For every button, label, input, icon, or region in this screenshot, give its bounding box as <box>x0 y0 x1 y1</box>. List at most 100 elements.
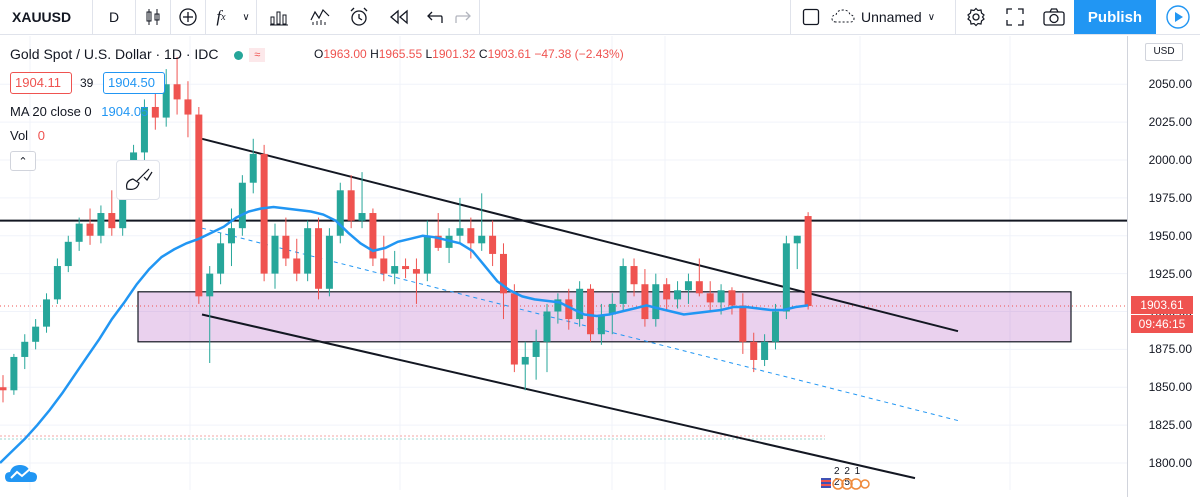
collapse-legend-button[interactable]: ⌃ <box>10 151 36 171</box>
candle-body <box>293 258 301 274</box>
bar-chart-icon[interactable] <box>257 0 301 34</box>
ma-label: MA 20 close 0 <box>10 104 92 119</box>
high-value: 1965.55 <box>378 47 423 61</box>
vol-label: Vol <box>10 128 29 143</box>
indicator-icon[interactable] <box>301 0 339 34</box>
candle-body <box>206 273 214 297</box>
settings-icon[interactable] <box>956 0 996 34</box>
candle-body <box>771 311 779 342</box>
low-value: 1901.32 <box>432 47 476 61</box>
last-price-tag: 1903.61 <box>1131 296 1193 314</box>
price-chart[interactable] <box>0 35 1200 497</box>
toolbar-divider <box>92 0 93 34</box>
flag-icon <box>821 478 870 490</box>
interval-button[interactable]: D <box>108 9 120 25</box>
price-axis-label: 1975.00 <box>1148 190 1192 205</box>
trend-line-upper <box>201 137 959 333</box>
candle-body <box>304 228 312 274</box>
brush-icon <box>126 168 153 190</box>
candle-body <box>315 228 323 289</box>
replay-icon[interactable] <box>379 0 419 34</box>
candle-body <box>21 341 29 357</box>
change-value: −47.38 (−2.43%) <box>534 47 624 61</box>
spread-value: 39 <box>80 76 94 90</box>
candle-body <box>75 223 83 242</box>
play-icon[interactable] <box>1156 0 1200 34</box>
buy-price-box[interactable]: 1904.50 <box>103 72 165 94</box>
candle-body <box>369 213 377 259</box>
redo-icon[interactable] <box>449 0 479 34</box>
sell-price-box[interactable]: 1904.11 <box>10 72 72 94</box>
candle-body <box>195 114 203 297</box>
tradingview-logo <box>5 465 37 482</box>
candle-body <box>402 266 410 270</box>
toolbar-divider <box>256 0 257 34</box>
chevron-down-icon: ∨ <box>927 11 936 23</box>
price-axis-label: 2025.00 <box>1148 115 1192 130</box>
candle-body <box>663 284 671 300</box>
ma-value: 1904.05 <box>101 104 149 119</box>
candle-body <box>32 326 40 342</box>
candle-body <box>412 269 420 274</box>
candle-body <box>260 153 268 274</box>
candle-body <box>140 106 148 153</box>
toolbar-divider <box>479 0 480 34</box>
candle-body <box>587 288 595 335</box>
price-axis-label: 1825.00 <box>1148 418 1192 433</box>
price-axis-label: 1800.00 <box>1148 456 1192 470</box>
price-axis-label: 1925.00 <box>1148 266 1192 281</box>
candle-body <box>162 84 170 118</box>
candle-body <box>674 290 682 300</box>
volume-indicator-legend[interactable]: Vol 0 <box>10 128 45 143</box>
symbol-description: Gold Spot / U.S. Dollar · 1D · IDC <box>10 46 219 62</box>
symbol-search[interactable]: XAUUSD <box>12 9 72 25</box>
candle-body <box>597 314 605 335</box>
toolbar-divider <box>955 0 956 34</box>
candle-body <box>97 213 105 236</box>
candle-body <box>43 299 51 327</box>
alert-icon[interactable] <box>339 0 379 34</box>
candle-body <box>380 258 388 274</box>
add-icon[interactable] <box>171 0 205 34</box>
chevron-down-icon[interactable]: ∨ <box>242 11 250 23</box>
candle-body <box>706 293 714 303</box>
currency-label[interactable]: USD <box>1145 43 1183 61</box>
publish-button[interactable]: Publish <box>1074 0 1156 34</box>
open-value: 1963.00 <box>323 47 367 61</box>
drawing-tool-popup[interactable] <box>116 160 160 200</box>
candle-body <box>630 266 638 285</box>
candle-body <box>423 235 431 274</box>
square-icon[interactable] <box>791 0 831 34</box>
candle-body <box>641 284 649 320</box>
fullscreen-icon[interactable] <box>996 0 1034 34</box>
candle-body <box>325 235 333 289</box>
candle-body <box>53 266 61 300</box>
delayed-data-icon: ≈ <box>249 48 266 63</box>
toolbar-divider <box>790 0 791 34</box>
candles-icon[interactable] <box>136 0 170 34</box>
camera-icon[interactable] <box>1034 0 1074 34</box>
candle-body <box>86 223 94 236</box>
candle-body <box>249 153 257 183</box>
candle-body <box>271 235 279 274</box>
ma20-line <box>0 205 809 464</box>
candle-body <box>652 284 660 320</box>
toolbar-divider <box>170 0 171 34</box>
price-axis-label: 2050.00 <box>1148 77 1192 92</box>
candle-body <box>728 290 736 306</box>
candle-body <box>64 241 72 267</box>
candle-body <box>456 228 464 236</box>
ma-indicator-legend[interactable]: MA 20 close 0 1904.05 <box>10 104 148 119</box>
layout-menu[interactable]: Unnamed ∨ <box>831 0 955 34</box>
price-axis-label: 1850.00 <box>1148 380 1192 395</box>
undo-icon[interactable] <box>419 0 449 34</box>
events-marker[interactable]: 2 2 1 2 5 <box>820 466 870 490</box>
candle-body <box>619 266 627 304</box>
candle-body <box>358 213 366 221</box>
candle-body <box>521 356 529 365</box>
candle-body <box>782 243 790 312</box>
candle-body <box>717 290 725 303</box>
candle-body <box>282 235 290 259</box>
